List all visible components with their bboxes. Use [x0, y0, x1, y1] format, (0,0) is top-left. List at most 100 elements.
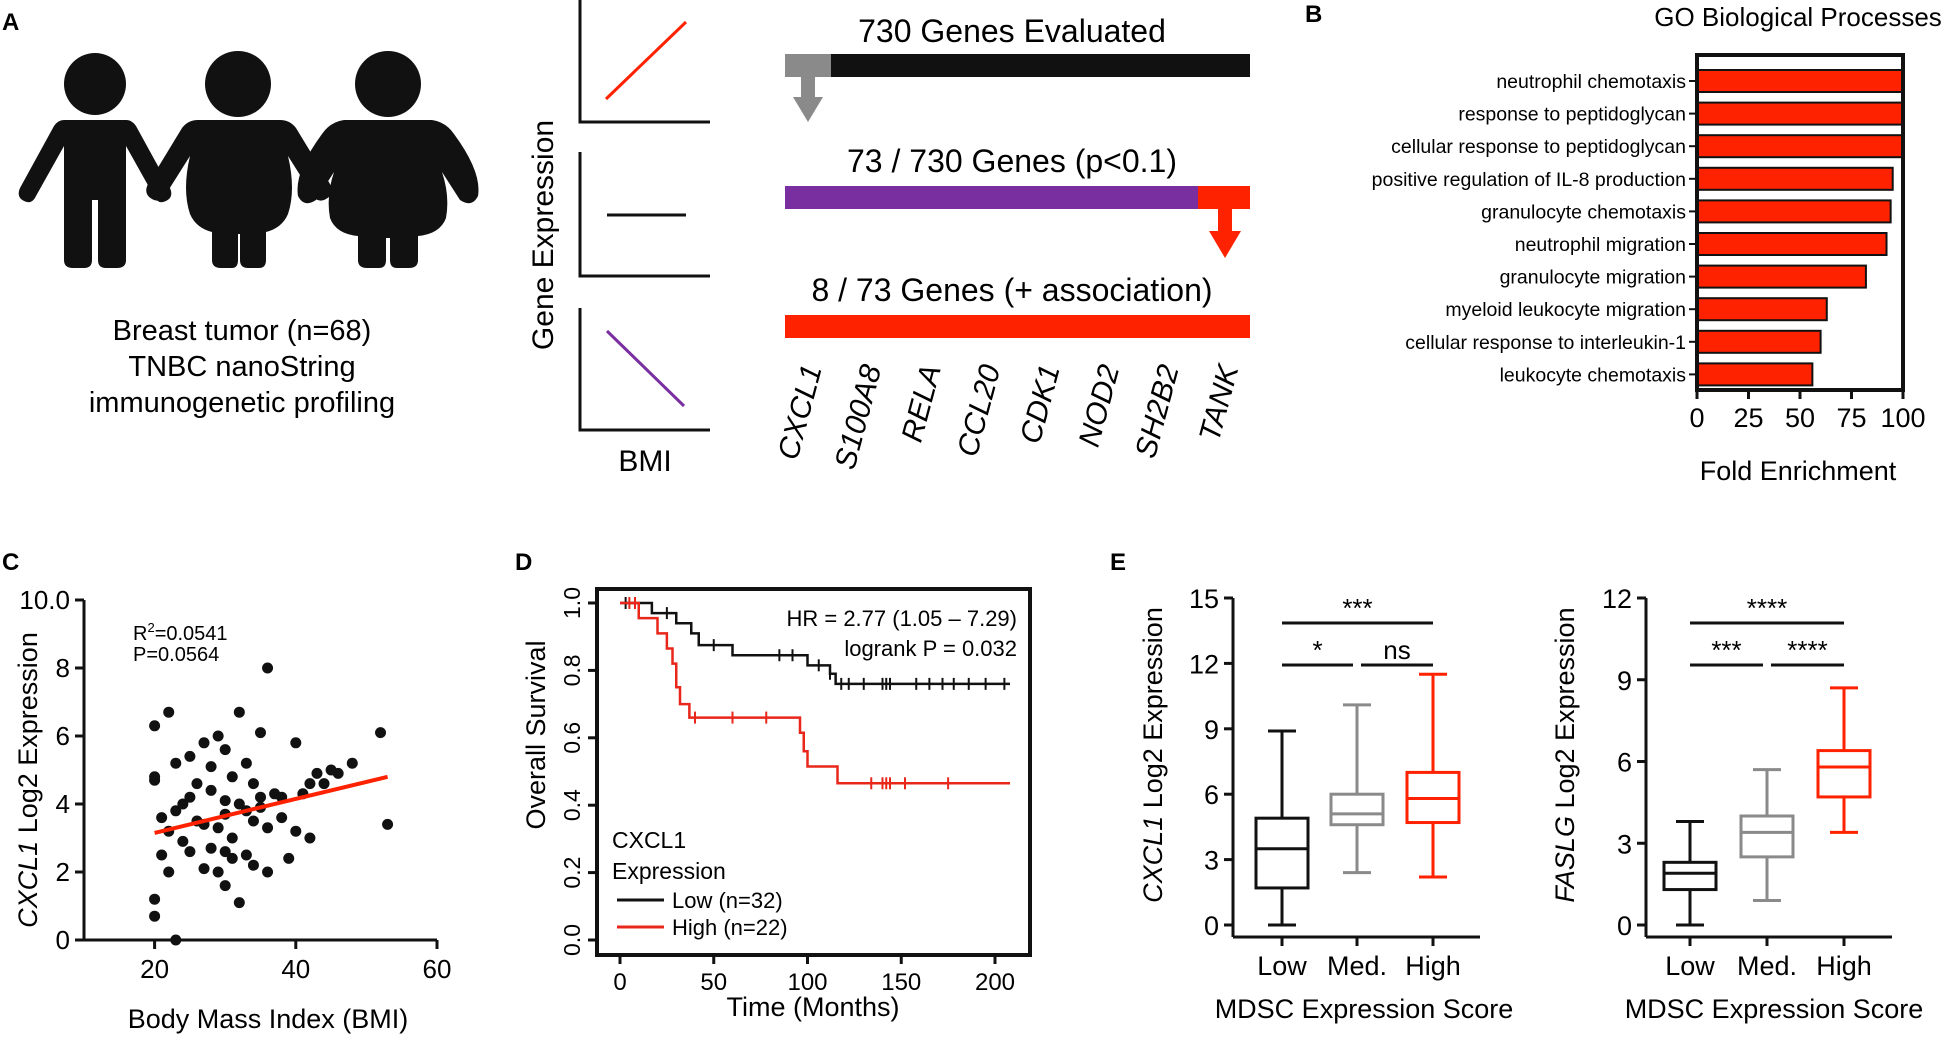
scatter-point [219, 795, 231, 807]
km-y-tick-label: 0.2 [559, 857, 585, 889]
go-bar [1696, 329, 1822, 354]
box-iqr [1739, 814, 1795, 859]
trend-line-negative [605, 329, 686, 408]
down-arrow-icon-red [1209, 209, 1241, 258]
scatter-point [149, 893, 161, 905]
km-legend-title-line-1: CXCL1 [612, 827, 686, 853]
scatter-y-tick-label: 2 [56, 857, 70, 887]
schematic-x-label: BMI [618, 445, 671, 478]
box-category-label: Low [1665, 951, 1715, 981]
go-x-tick-label: 50 [1785, 403, 1815, 433]
go-bar [1696, 134, 1904, 159]
scatter-point [191, 778, 203, 790]
box1-y-label-rest: Log2 Expression [1138, 607, 1168, 816]
scatter-point [205, 842, 217, 854]
scatter-point [233, 798, 245, 810]
box2-y-label-rest: Log2 Expression [1550, 607, 1580, 816]
scatter-point [304, 778, 316, 790]
go-x-tick-label: 25 [1733, 403, 1763, 433]
significance-label: **** [1747, 593, 1787, 623]
significance-label: ns [1383, 635, 1410, 665]
scatter-point [332, 767, 344, 779]
box-category-label: High [1405, 951, 1461, 981]
scatter-point [226, 771, 238, 783]
scatter-point [226, 832, 238, 844]
funnel-bar-2-highlight [1198, 186, 1250, 209]
scatter-point [311, 767, 323, 779]
significance-label: * [1312, 635, 1322, 665]
scatter-point [276, 812, 288, 824]
scatter-point [163, 866, 175, 878]
go-x-tick-label: 75 [1836, 403, 1866, 433]
panel-label-e: E [1110, 549, 1126, 576]
go-bar [1696, 69, 1904, 93]
scatter-point [262, 662, 274, 674]
km-y-tick-label: 1.0 [559, 587, 585, 619]
scatter-point [290, 737, 302, 749]
km-x-tick-label: 100 [787, 969, 827, 996]
trend-plot-flat [578, 152, 710, 278]
gene-label: NOD2 [1073, 361, 1127, 450]
km-x-label: Time (Months) [726, 992, 899, 1022]
scatter-point [198, 737, 210, 749]
scatter-point [170, 934, 182, 946]
box-y-tick-label: 3 [1617, 829, 1632, 859]
scatter-fit-line [154, 774, 389, 835]
scatter-point [177, 835, 189, 847]
gene-label-list: CXCL1 S100A8 RELA CCL20 CDK1 NOD2 SH2B2 TANK [772, 359, 1246, 473]
box-category-label: Med. [1327, 951, 1387, 981]
scatter-point [184, 791, 196, 803]
scatter-y-tick-label: 4 [56, 789, 70, 819]
funnel-step-1-label: 730 Genes Evaluated [858, 13, 1166, 49]
significance-label: *** [1711, 635, 1741, 665]
panel-label-d: D [515, 549, 532, 576]
scatter-point [233, 897, 245, 909]
go-bar [1696, 166, 1894, 191]
go-chart-title: GO Biological Processes [1654, 2, 1942, 32]
go-category-label: response to peptidoglycan [1458, 104, 1686, 126]
box-y-tick-label: 6 [1204, 780, 1219, 810]
scatter-y-label: CXCL1 Log2 Expression [13, 632, 43, 928]
km-y-tick-label: 0.0 [559, 924, 585, 956]
scatter-point [149, 910, 161, 922]
scatter-point [262, 822, 274, 834]
km-legend-label-low: Low (n=32) [672, 888, 783, 913]
box-iqr [1329, 792, 1385, 827]
scatter-point [163, 706, 175, 718]
box-iqr [1662, 860, 1718, 892]
scatter-point [219, 846, 231, 858]
scatter-point [149, 771, 161, 783]
scatter-point [247, 859, 259, 871]
scatter-point [149, 720, 161, 732]
schematic-y-label: Gene Expression [527, 120, 560, 350]
scatter-point [170, 757, 182, 769]
box-y-tick-label: 0 [1617, 911, 1632, 941]
box2-x-label: MDSC Expression Score [1625, 994, 1924, 1024]
scatter-y-tick-label: 6 [56, 721, 70, 751]
km-y-tick-label: 0.4 [559, 789, 585, 821]
scatter-point [212, 866, 224, 878]
panel-label-b: B [1305, 1, 1322, 28]
km-x-tick-label: 50 [700, 969, 727, 996]
scatter-x-tick-label: 20 [140, 954, 169, 984]
scatter-point [240, 849, 252, 861]
cohort-caption-line-2: TNBC nanoString [128, 351, 355, 383]
km-legend-title-line-2: Expression [612, 858, 726, 884]
down-arrow-icon-gray [793, 77, 823, 122]
scatter-point [198, 863, 210, 875]
scatter-x-tick-label: 60 [423, 954, 452, 984]
scatter-y-tick-label: 8 [56, 653, 70, 683]
go-category-label: myeloid leukocyte migration [1445, 299, 1686, 321]
go-category-label: neutrophil chemotaxis [1496, 71, 1686, 93]
gene-label: CXCL1 [772, 361, 829, 463]
funnel-bar-3 [785, 315, 1250, 338]
go-bar [1696, 101, 1904, 126]
go-category-label: granulocyte chemotaxis [1481, 201, 1686, 223]
panel-b: B GO Biological Processes neutrophil che… [1305, 1, 1942, 486]
scatter-point [156, 812, 168, 824]
scatter-point [247, 815, 259, 827]
